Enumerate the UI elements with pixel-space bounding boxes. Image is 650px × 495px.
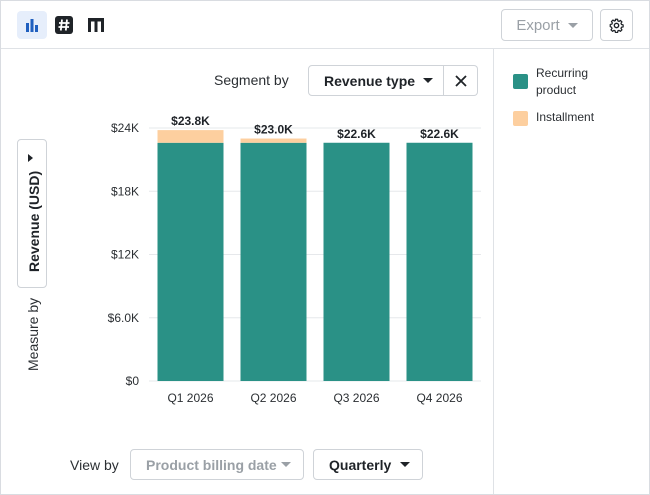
measure-by-select[interactable]: Revenue (USD): [17, 139, 47, 288]
x-tick-label: Q1 2026: [167, 391, 213, 405]
legend-item[interactable]: Recurring product: [513, 65, 643, 99]
bar-segment: [157, 142, 224, 381]
segment-by-label: Segment by: [214, 72, 289, 88]
legend-item[interactable]: Installment: [513, 109, 643, 126]
chevron-down-icon: [423, 78, 433, 83]
bar-segment: [240, 138, 307, 143]
bar-segment: [406, 142, 473, 381]
measure-by-label: Measure by: [25, 297, 41, 371]
legend-swatch: [513, 74, 528, 89]
chevron-down-icon: [567, 22, 578, 28]
export-label: Export: [516, 16, 560, 34]
bar-chart-icon: [26, 19, 38, 32]
legend: Recurring product Installment: [513, 65, 643, 136]
x-tick-label: Q2 2026: [250, 391, 296, 405]
measure-by-value: Revenue (USD): [26, 170, 42, 272]
view-by-label: View by: [70, 457, 119, 473]
data-label: $23.0K: [254, 123, 293, 137]
bar-segment: [157, 130, 224, 143]
close-icon: [454, 74, 467, 87]
data-label: $22.6K: [420, 127, 459, 141]
data-label: $23.8K: [171, 114, 210, 128]
y-tick-label: $24K: [111, 121, 139, 135]
stacked-bar-chart: $0 $6.0K $12K $18K $24K $23.8K Q1 2026 $23.0K Q2…: [108, 114, 481, 405]
segment-by-value: Revenue type: [324, 72, 416, 89]
y-tick-label: $12K: [111, 248, 139, 262]
chevron-down-icon: [281, 462, 291, 467]
segment-by-select[interactable]: Revenue type: [308, 65, 444, 96]
toolbar: Export: [1, 1, 649, 49]
date-field-value: Product billing date: [146, 456, 277, 473]
x-tick-label: Q3 2026: [333, 391, 379, 405]
period-select[interactable]: Quarterly: [313, 449, 423, 480]
date-field-select[interactable]: Product billing date: [130, 449, 304, 480]
y-tick-label: $6.0K: [108, 311, 139, 325]
legend-swatch: [513, 111, 528, 126]
settings-button[interactable]: [600, 9, 633, 41]
hash-icon: [55, 16, 73, 34]
y-tick-label: $18K: [111, 184, 139, 198]
bar-segment: [323, 142, 390, 381]
clear-segment-button[interactable]: [444, 65, 478, 96]
export-button[interactable]: Export: [501, 9, 593, 41]
data-label: $22.6K: [337, 127, 376, 141]
table-icon: [88, 18, 104, 32]
legend-label: Installment: [536, 110, 595, 124]
number-view-button[interactable]: [49, 11, 79, 39]
chevron-down-icon: [400, 462, 410, 467]
period-value: Quarterly: [329, 456, 392, 473]
legend-label: Recurring product: [536, 66, 589, 97]
gear-icon: [609, 18, 624, 33]
y-tick-label: $0: [126, 374, 140, 388]
bar-chart-view-button[interactable]: [17, 11, 47, 39]
x-tick-label: Q4 2026: [416, 391, 462, 405]
table-view-button[interactable]: [81, 11, 111, 39]
legend-divider: [493, 49, 494, 494]
bar-segment: [240, 142, 307, 381]
chevron-icon: [28, 154, 33, 162]
